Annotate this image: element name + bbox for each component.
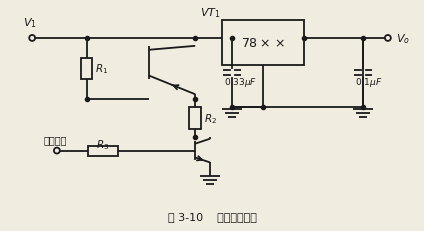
Text: $R_2$: $R_2$ [204, 112, 217, 125]
Text: $VT_1$: $VT_1$ [200, 6, 221, 20]
Bar [189, 108, 201, 129]
Text: $78\times\times$: $78\times\times$ [241, 37, 285, 50]
Bar [88, 146, 117, 156]
Text: 控制信号: 控制信号 [43, 134, 67, 144]
Text: $V_o$: $V_o$ [396, 32, 410, 46]
Text: $0.33\mu F$: $0.33\mu F$ [224, 76, 257, 88]
Text: $V_1$: $V_1$ [23, 16, 37, 30]
Text: $R_3$: $R_3$ [96, 137, 109, 151]
Bar [81, 58, 92, 80]
Text: $0.1\mu F$: $0.1\mu F$ [355, 76, 382, 88]
Text: $R_1$: $R_1$ [95, 62, 109, 76]
Bar [222, 21, 304, 65]
Text: 图 3-10    遥控关断电路: 图 3-10 遥控关断电路 [167, 211, 257, 221]
